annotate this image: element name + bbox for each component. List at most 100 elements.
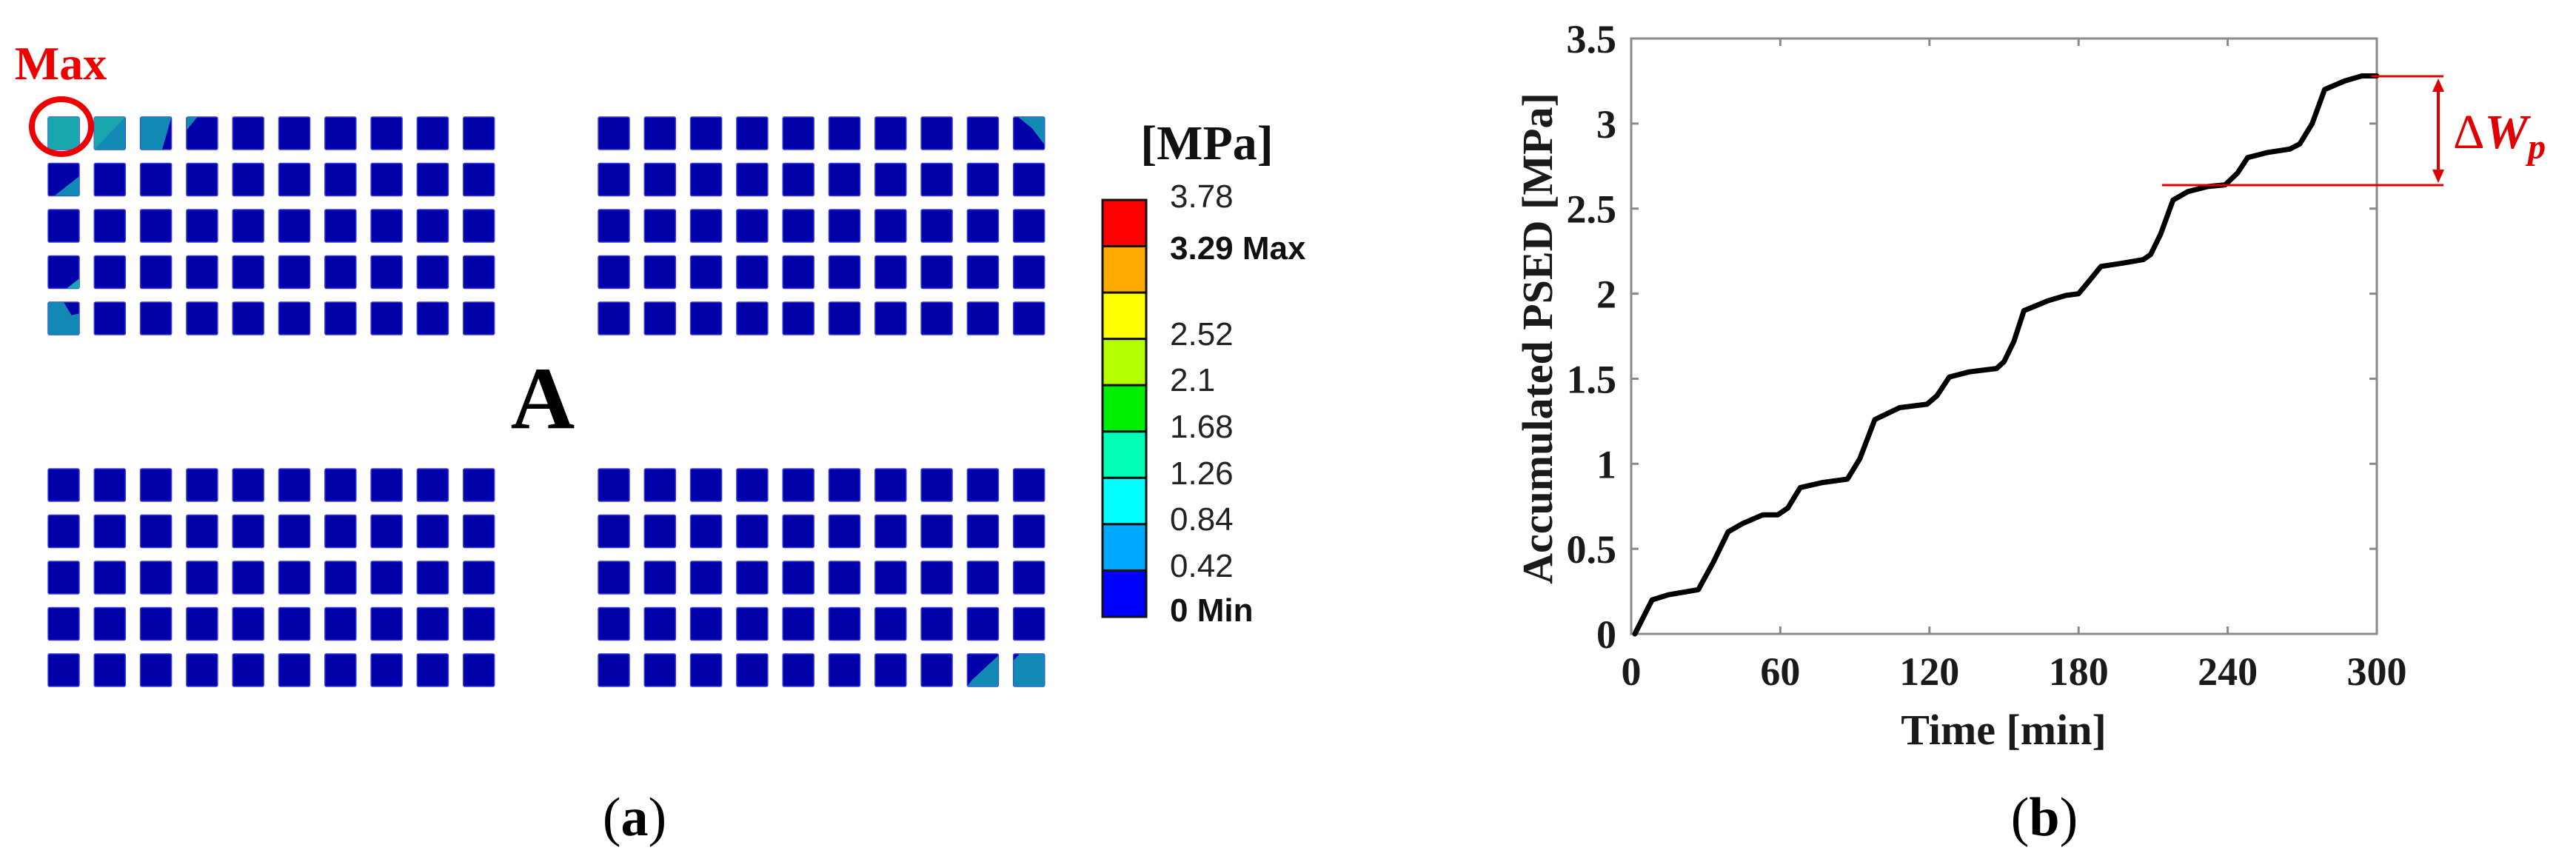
solder-square	[874, 209, 907, 243]
stress-hotspot	[967, 655, 999, 686]
solder-square	[324, 162, 357, 197]
x-axis-ticks: 0 60 120 180 240 300	[1622, 39, 2407, 694]
solder-square	[278, 116, 311, 150]
solder-square	[370, 209, 403, 243]
solder-square	[598, 653, 630, 687]
solder-square	[920, 116, 953, 150]
solder-square	[93, 606, 127, 641]
solder-square	[139, 255, 173, 290]
solder-square	[47, 209, 80, 243]
solder-square	[966, 606, 1000, 641]
solder-square	[324, 653, 357, 687]
solder-square	[370, 606, 403, 641]
solder-square	[643, 301, 677, 335]
stress-hotspot	[94, 117, 126, 150]
solder-square	[47, 606, 80, 641]
solder-square	[278, 255, 311, 290]
solder-square	[462, 606, 495, 641]
solder-square	[966, 162, 1000, 197]
x-tick-label: 120	[1899, 649, 1959, 694]
solder-square	[416, 255, 449, 290]
psed-curve	[1632, 73, 2380, 637]
solder-square	[1012, 255, 1046, 290]
solder-square	[874, 653, 907, 687]
caption-a: (a)	[603, 787, 666, 848]
solder-square	[782, 468, 814, 502]
colorbar-label: 1.68	[1170, 409, 1234, 445]
grid-top-left	[47, 116, 495, 335]
solder-square	[920, 468, 953, 502]
solder-square	[828, 116, 861, 150]
grid-bottom-right	[598, 468, 1046, 687]
solder-square	[920, 653, 953, 687]
solder-square	[370, 514, 403, 549]
caption-b: (b)	[2011, 787, 2078, 848]
solder-square	[736, 162, 769, 197]
solder-square	[139, 209, 173, 243]
solder-square	[232, 209, 264, 243]
solder-square	[874, 514, 907, 549]
solder-square	[186, 561, 218, 595]
solder-square	[462, 561, 495, 595]
solder-square	[643, 606, 677, 641]
solder-square	[416, 653, 449, 687]
solder-square	[598, 301, 630, 335]
solder-square	[416, 209, 449, 243]
solder-square	[232, 606, 264, 641]
panel-a: Max A [MPa] 3.78 3.29 Max 2.52 2.1 1.68 1.26 0…	[15, 37, 1306, 848]
solder-square	[874, 301, 907, 335]
solder-square	[93, 255, 127, 290]
solder-square	[462, 514, 495, 549]
x-tick-label: 0	[1622, 649, 1642, 694]
solder-square	[416, 561, 449, 595]
colorbar-band	[1101, 569, 1148, 618]
solder-square	[828, 162, 861, 197]
x-tick-label: 60	[1760, 649, 1800, 694]
solder-square	[920, 255, 953, 290]
solder-square	[966, 561, 1000, 595]
solder-square	[93, 209, 127, 243]
solder-square	[782, 514, 814, 549]
solder-square	[462, 468, 495, 502]
solder-square	[1012, 606, 1046, 641]
solder-square	[324, 561, 357, 595]
solder-square	[689, 561, 723, 595]
solder-square	[736, 606, 769, 641]
solder-square	[689, 162, 723, 197]
solder-square	[966, 301, 1000, 335]
solder-square	[93, 561, 127, 595]
colorbar-band	[1101, 338, 1148, 387]
solder-square	[643, 653, 677, 687]
solder-square	[643, 468, 677, 502]
y-tick-label: 3.5	[1567, 17, 1617, 61]
solder-square	[93, 468, 127, 502]
solder-square	[782, 162, 814, 197]
solder-square	[598, 514, 630, 549]
solder-square	[782, 301, 814, 335]
solder-square	[278, 653, 311, 687]
grid-top-right	[598, 116, 1046, 335]
solder-square	[462, 209, 495, 243]
solder-square	[966, 116, 1000, 150]
solder-square	[689, 514, 723, 549]
solder-square	[689, 209, 723, 243]
solder-square	[370, 116, 403, 150]
solder-square	[278, 468, 311, 502]
x-tick-label: 300	[2347, 649, 2407, 694]
solder-square	[920, 606, 953, 641]
solder-square	[186, 653, 218, 687]
solder-square	[232, 162, 264, 197]
solder-square	[828, 301, 861, 335]
solder-square	[598, 162, 630, 197]
x-tick-label: 240	[2198, 649, 2258, 694]
solder-square	[370, 653, 403, 687]
solder-square	[93, 514, 127, 549]
colorbar: [MPa] 3.78 3.29 Max 2.52 2.1 1.68 1.26 0.84 0.4…	[1101, 116, 1306, 629]
plot-frame	[1630, 37, 2378, 635]
solder-square	[324, 116, 357, 150]
y-tick-label: 1	[1596, 442, 1616, 487]
solder-square	[920, 561, 953, 595]
solder-square	[462, 653, 495, 687]
delta-wp-annotation: ΔWp	[2162, 75, 2546, 187]
